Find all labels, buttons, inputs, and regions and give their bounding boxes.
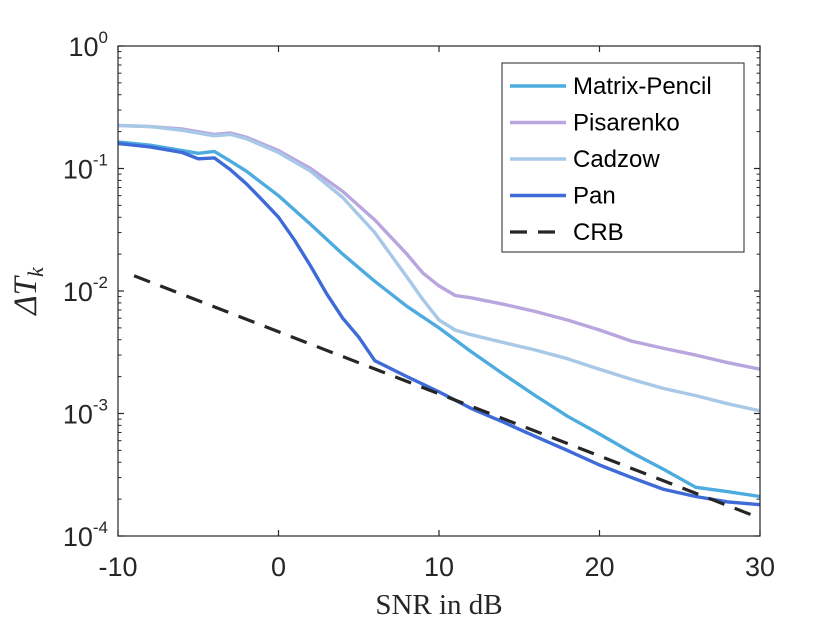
series-line-pan [117,141,761,507]
legend: Matrix-Pencil Pisarenko Cadzow Pan CRB [501,62,745,253]
legend-label-crb: CRB [573,219,624,246]
y-tick-label: 100 [68,28,108,62]
y-tick-label: 10-4 [63,518,108,552]
series-line-cadzow [117,123,761,413]
x-tick-label: 20 [584,552,614,582]
legend-label-pan: Pan [573,183,616,210]
y-axis: 100 10-1 10-2 10-3 10-4 [63,28,760,552]
x-tick-label: 30 [745,552,775,582]
legend-label-pisarenko: Pisarenko [573,110,680,137]
x-axis-title: SNR in dB [375,589,502,621]
x-tick-label: 0 [271,552,286,582]
x-axis: -10 0 10 20 30 [98,46,775,582]
x-tick-label: -10 [98,552,137,582]
legend-label-cadzow: Cadzow [573,146,660,173]
y-tick-label: 10-1 [63,151,108,185]
legend-label-matrix-pencil: Matrix-Pencil [573,73,712,100]
y-axis-title-sub: k [23,266,48,277]
series-layer [117,123,761,520]
series-line-matrix-pencil [117,140,761,499]
x-tick-label: 10 [424,552,454,582]
legend-items: Matrix-Pencil Pisarenko Cadzow Pan CRB [510,73,712,246]
y-tick-label: 10-2 [63,273,108,307]
y-axis-title: ΔTk [8,266,48,317]
y-tick-label: 10-3 [63,396,108,430]
y-axis-title-main: ΔT [8,274,44,316]
svg-text:ΔTk: ΔTk [8,266,48,317]
